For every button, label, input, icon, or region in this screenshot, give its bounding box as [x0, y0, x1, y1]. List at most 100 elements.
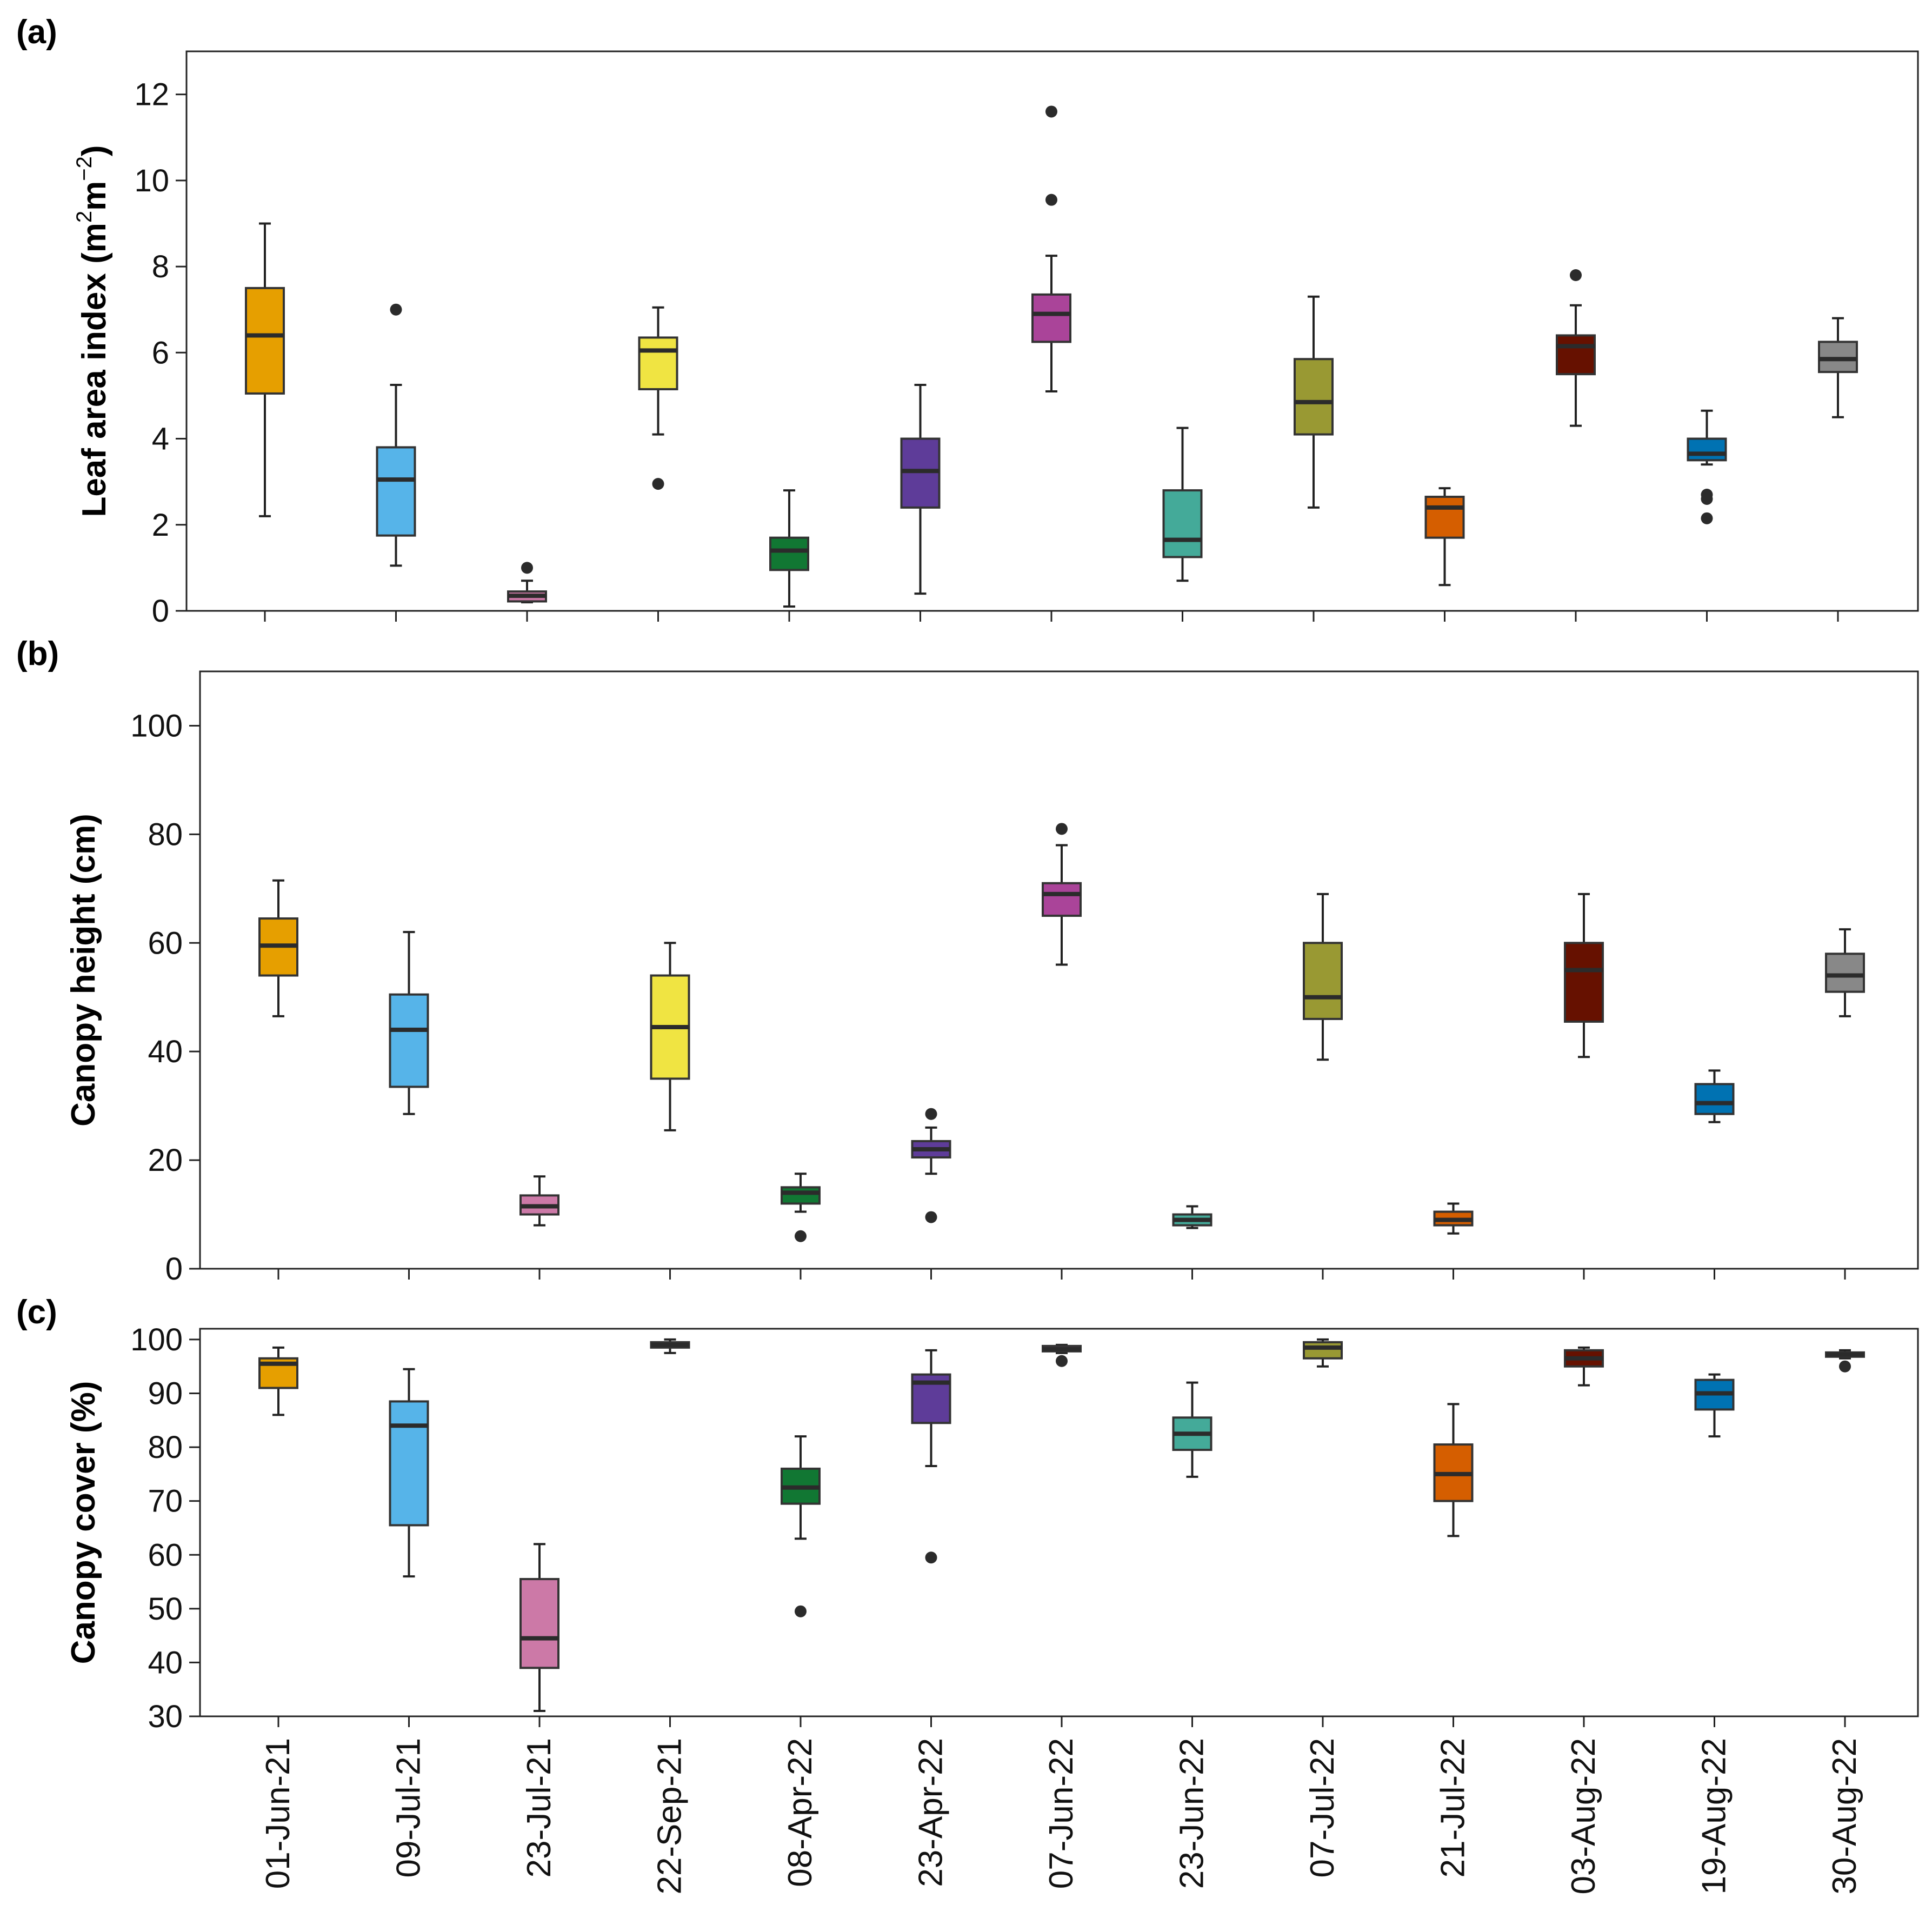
box-23-Jul-21 — [519, 1175, 559, 1227]
outlier-point — [652, 478, 664, 490]
iqr-box — [1424, 496, 1465, 539]
x-tick-label: 30-Aug-22 — [1826, 1738, 1863, 1895]
y-tick-label: 70 — [148, 1484, 183, 1519]
outlier-point — [1701, 512, 1713, 524]
box-23-Jul-21 — [519, 1543, 559, 1713]
box-22-Sep-21 — [650, 1338, 690, 1354]
y-tick-label: 10 — [134, 163, 169, 198]
x-tick-label: 07-Jun-22 — [1043, 1738, 1080, 1889]
outlier-point — [1056, 1355, 1068, 1367]
box-07-Jul-22 — [1294, 295, 1334, 509]
box-08-Apr-22 — [781, 1173, 821, 1242]
x-tick-label: 03-Aug-22 — [1565, 1738, 1602, 1895]
outlier-point — [1045, 105, 1057, 118]
box-21-Jul-22 — [1424, 487, 1465, 587]
y-axis-title: Leaf area index (m2m−2) — [72, 145, 113, 517]
y-tick-label: 40 — [148, 1645, 183, 1680]
box-23-Apr-22 — [911, 1349, 951, 1564]
x-tick-label: 01-Jun-21 — [259, 1738, 297, 1889]
panel-label: (a) — [16, 14, 57, 51]
panel-a: (a) 0 2 4 6 8 10 12 Leaf area index (m2m−2) — [16, 14, 1919, 629]
box-19-Aug-22 — [1687, 409, 1727, 524]
iqr-box — [1825, 952, 1865, 993]
iqr-box — [769, 536, 809, 571]
x-tick-label: 19-Aug-22 — [1696, 1738, 1733, 1895]
iqr-box — [389, 1400, 429, 1527]
outlier-point — [925, 1551, 937, 1564]
x-tick-label: 08-Apr-22 — [782, 1738, 819, 1887]
plot-frame — [199, 1328, 1919, 1717]
box-30-Aug-22 — [1825, 1349, 1865, 1373]
iqr-box — [1303, 942, 1343, 1020]
y-tick-label: 40 — [148, 1034, 183, 1069]
box-23-Jul-21 — [507, 562, 547, 604]
outlier-point — [1701, 493, 1713, 505]
iqr-box — [1303, 1341, 1343, 1360]
y-tick-label: 0 — [152, 594, 169, 629]
plot-frame — [199, 670, 1919, 1270]
iqr-box — [638, 336, 678, 390]
y-axis-title: Canopy height (cm) — [65, 814, 102, 1127]
y-tick-label: 100 — [130, 708, 183, 743]
x-tick-label: 23-Jul-21 — [521, 1738, 558, 1877]
box-03-Aug-22 — [1564, 892, 1604, 1058]
outlier-point — [795, 1605, 807, 1617]
box-08-Apr-22 — [769, 489, 809, 608]
box-30-Aug-22 — [1818, 317, 1858, 418]
y-tick-label: 8 — [152, 249, 169, 284]
box-23-Apr-22 — [911, 1108, 951, 1223]
box-19-Aug-22 — [1694, 1069, 1735, 1123]
box-08-Apr-22 — [781, 1435, 821, 1617]
x-tick-label: 23-Jun-22 — [1174, 1738, 1211, 1889]
y-tick-label: 2 — [152, 508, 169, 543]
iqr-box — [1564, 942, 1604, 1023]
box-07-Jun-22 — [1042, 1343, 1082, 1367]
iqr-box — [1042, 882, 1082, 917]
y-tick-label: 12 — [134, 77, 169, 112]
box-09-Jul-21 — [389, 1368, 429, 1578]
box-07-Jul-22 — [1303, 892, 1343, 1061]
box-01-Jun-21 — [258, 1346, 298, 1416]
box-01-Jun-21 — [258, 879, 298, 1017]
box-01-Jun-21 — [245, 222, 285, 517]
panel-label: (c) — [16, 1294, 57, 1331]
panel-label: (b) — [16, 635, 59, 672]
box-03-Aug-22 — [1564, 1346, 1604, 1387]
iqr-box — [781, 1186, 821, 1205]
iqr-box — [1556, 334, 1596, 376]
y-axis-title: Canopy cover (%) — [65, 1381, 102, 1664]
box-21-Jul-22 — [1433, 1403, 1474, 1537]
y-tick-label: 90 — [148, 1376, 183, 1411]
iqr-box — [1162, 489, 1203, 558]
box-23-Apr-22 — [900, 384, 941, 595]
iqr-box — [376, 446, 416, 537]
box-09-Jul-21 — [376, 303, 416, 567]
y-tick-label: 80 — [148, 817, 183, 852]
outlier-point — [1570, 269, 1582, 281]
y-tick-label: 6 — [152, 335, 169, 370]
outlier-point — [1839, 1360, 1851, 1373]
box-22-Sep-21 — [650, 942, 690, 1131]
iqr-box — [1694, 1083, 1735, 1115]
box-22-Sep-21 — [638, 306, 678, 490]
iqr-box — [519, 1578, 559, 1669]
outlier-point — [925, 1108, 937, 1120]
x-tick-label: 21-Jul-22 — [1435, 1738, 1472, 1877]
iqr-box — [1031, 293, 1071, 343]
box-03-Aug-22 — [1556, 269, 1596, 427]
y-tick-label: 0 — [165, 1251, 183, 1287]
box-07-Jun-22 — [1031, 105, 1071, 392]
y-tick-label: 60 — [148, 1537, 183, 1573]
iqr-box — [1294, 358, 1334, 436]
outlier-point — [795, 1230, 807, 1242]
outlier-point — [521, 562, 533, 574]
box-09-Jul-21 — [389, 931, 429, 1115]
box-07-Jul-22 — [1303, 1338, 1343, 1368]
box-19-Aug-22 — [1694, 1373, 1735, 1438]
y-tick-label: 100 — [130, 1322, 183, 1357]
box-21-Jul-22 — [1433, 1202, 1474, 1235]
y-tick-label: 80 — [148, 1430, 183, 1465]
outlier-point — [390, 303, 402, 316]
outlier-point — [925, 1211, 937, 1223]
